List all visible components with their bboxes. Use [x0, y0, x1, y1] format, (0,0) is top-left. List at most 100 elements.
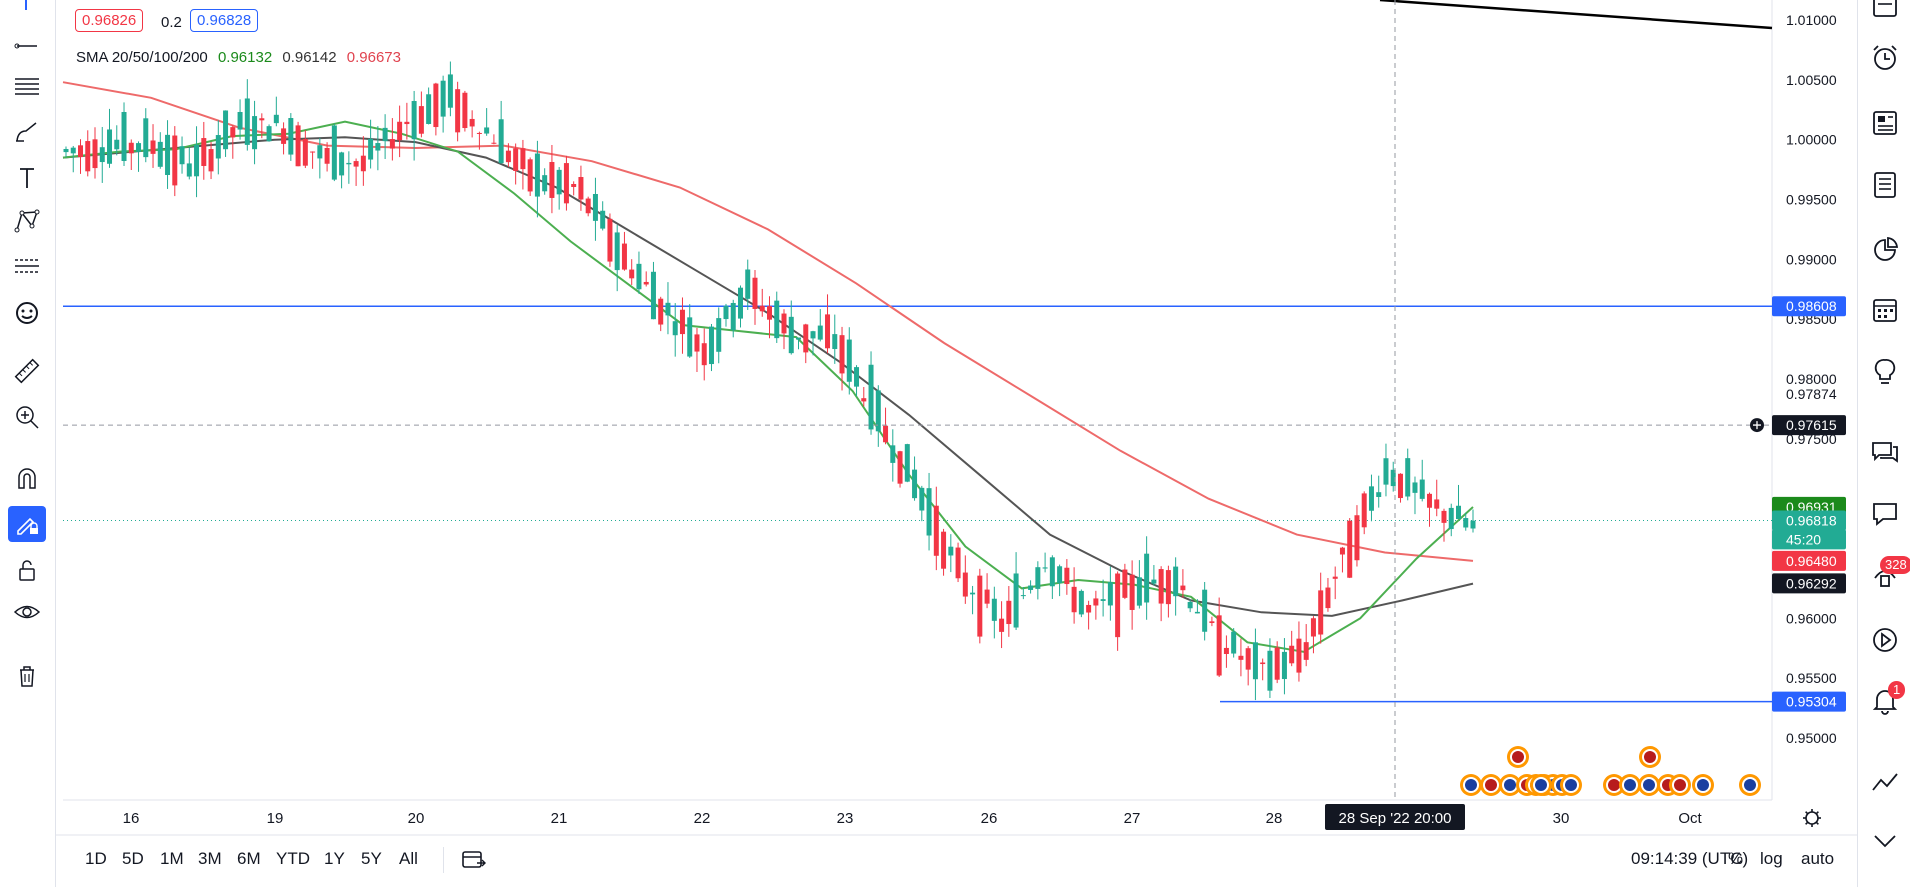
candle: [890, 429, 896, 482]
news-icon[interactable]: [1866, 103, 1904, 143]
timeframe-1d-button[interactable]: 1D: [85, 849, 107, 868]
candle: [404, 102, 410, 140]
candle: [745, 259, 751, 310]
candle-body: [266, 126, 272, 142]
candle-body: [128, 142, 134, 154]
candle: [1231, 628, 1237, 658]
gear-tooth: [1805, 811, 1809, 815]
candle: [1434, 479, 1440, 517]
sma-legend[interactable]: SMA 20/50/100/200 0.96132 0.96142 0.9667…: [76, 49, 401, 66]
candle: [629, 259, 635, 285]
candle-body: [1347, 520, 1353, 578]
trendline-tool-icon[interactable]: [8, 25, 46, 61]
candle-body: [1376, 492, 1382, 498]
chat-icon[interactable]: [1866, 494, 1904, 534]
candle-body: [404, 121, 410, 125]
candle-body: [796, 337, 802, 340]
candle: [513, 143, 519, 185]
chats-icon[interactable]: [1866, 433, 1904, 473]
timeframe-1y-button[interactable]: 1Y: [324, 849, 345, 868]
timeframe-5d-button[interactable]: 5D: [122, 849, 144, 868]
candle: [331, 123, 337, 182]
candle-body: [1231, 631, 1237, 654]
candle-body: [1281, 651, 1287, 680]
goto-date-icon[interactable]: [459, 847, 487, 878]
candle-body: [1463, 518, 1469, 528]
pie-icon[interactable]: [1866, 230, 1904, 270]
candle: [498, 100, 504, 164]
emoji-tool-icon[interactable]: [8, 295, 46, 331]
candle: [883, 407, 889, 445]
candle-body: [273, 114, 279, 124]
utc-clock[interactable]: 09:14:39 (UTC): [1631, 849, 1749, 868]
event-flag: [1465, 779, 1477, 791]
chart-grid: [55, 0, 1857, 836]
candle: [687, 304, 693, 358]
alarm-clock-icon[interactable]: [1866, 38, 1904, 78]
candle: [665, 282, 671, 335]
timeframe-5y-button[interactable]: 5Y: [361, 849, 382, 868]
eye-icon[interactable]: [8, 594, 46, 630]
event-flag: [1644, 751, 1656, 763]
candle: [1071, 567, 1077, 624]
lock-icon[interactable]: [8, 552, 46, 588]
zoom-in-icon[interactable]: [8, 399, 46, 435]
price-label-text: 0.96818: [1786, 512, 1837, 528]
stay-in-drawing-mode-icon[interactable]: [8, 506, 46, 542]
sma100-value: 0.96673: [346, 49, 401, 66]
data-window-icon[interactable]: [1866, 165, 1904, 205]
candle: [1463, 512, 1469, 531]
candle: [70, 145, 76, 173]
candle-body: [1122, 569, 1128, 598]
ruler-icon[interactable]: [8, 353, 46, 389]
candle-body: [172, 135, 178, 186]
help-icon[interactable]: [1866, 822, 1904, 862]
candle: [1260, 658, 1266, 681]
candle-body: [614, 232, 620, 271]
ask-price-box[interactable]: 0.96828: [190, 9, 259, 32]
candle: [904, 443, 910, 483]
lightbulb-icon[interactable]: [1866, 352, 1904, 392]
streams-icon[interactable]: [1866, 620, 1904, 660]
timeframe-6m-button[interactable]: 6M: [237, 849, 261, 868]
timeframe-1m-button[interactable]: 1M: [160, 849, 184, 868]
bid-price-box[interactable]: 0.96826: [75, 9, 144, 32]
magnet-icon[interactable]: [8, 461, 46, 497]
price-label-bg: [1772, 296, 1846, 317]
price-label-096480: 0.96480: [1772, 550, 1846, 571]
candle-body: [1238, 655, 1244, 660]
calendar-icon[interactable]: [1866, 290, 1904, 330]
timeframe-3m-button[interactable]: 3M: [198, 849, 222, 868]
timeframe-ytd-button[interactable]: YTD: [276, 849, 310, 868]
candle-body: [999, 618, 1005, 632]
gear-tooth: [1815, 811, 1819, 815]
candle: [462, 90, 468, 132]
sma100-line: [62, 81, 1474, 562]
chart-pattern-icon[interactable]: [1866, 762, 1904, 802]
watchlist-icon[interactable]: [1866, 0, 1904, 26]
pattern-tool-icon[interactable]: [8, 203, 46, 239]
trash-icon[interactable]: [8, 658, 46, 694]
brush-tool-icon[interactable]: [8, 114, 46, 150]
candle-body: [150, 140, 156, 154]
candle-body: [302, 138, 308, 166]
auto-scale-button[interactable]: auto: [1801, 849, 1835, 868]
timeframe-all-button[interactable]: All: [399, 849, 418, 868]
candle: [912, 456, 918, 501]
log-scale-button[interactable]: log: [1760, 849, 1783, 868]
candle: [1180, 569, 1186, 598]
candle-body: [1448, 507, 1454, 530]
time-tick-label: 30: [1553, 810, 1570, 827]
candle: [861, 386, 867, 407]
text-tool-icon[interactable]: [8, 160, 46, 196]
candle: [774, 291, 780, 343]
candle: [1252, 628, 1258, 701]
candle-body: [447, 74, 453, 108]
candle: [1383, 443, 1389, 497]
candle-body: [846, 339, 852, 382]
fib-tool-icon[interactable]: [8, 68, 46, 104]
percent-scale-button[interactable]: %: [1728, 849, 1744, 868]
candle-body: [991, 598, 997, 621]
prediction-tool-icon[interactable]: [8, 248, 46, 284]
